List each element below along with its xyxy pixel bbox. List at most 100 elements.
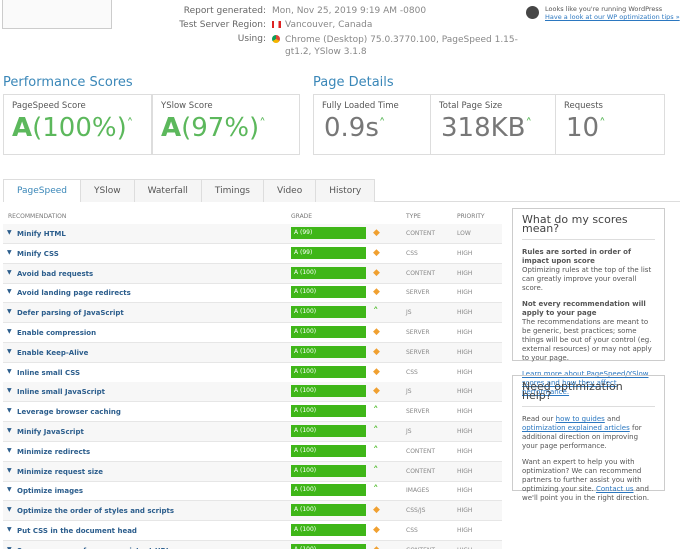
- text: Read our: [522, 415, 554, 423]
- table-row[interactable]: ▼ Inline small CSS A (100) ◆ CSS HIGH: [3, 363, 502, 383]
- score-box: PageSpeed Score A(100%)˄: [3, 94, 152, 155]
- trend-icon: ˄: [373, 443, 379, 457]
- column-header: GRADE: [291, 213, 313, 220]
- text: The recommendations are meant to be gene…: [522, 318, 652, 362]
- tab[interactable]: Video: [263, 179, 317, 202]
- box-title: What do my scores mean?: [522, 214, 655, 240]
- type: JS: [406, 388, 412, 396]
- tab[interactable]: Timings: [200, 179, 264, 202]
- table-row[interactable]: ▼ Inline small JavaScript A (100) ◆ JS HIGH: [3, 382, 502, 403]
- priority: HIGH: [457, 547, 472, 549]
- tab[interactable]: PageSpeed: [3, 179, 82, 202]
- expand-arrow: ▼: [7, 367, 12, 375]
- recommendation: Minimize redirects: [17, 447, 91, 456]
- table-row[interactable]: ▼ Serve resources from a consistent URL A …: [3, 540, 502, 549]
- value: 0.9s: [324, 113, 379, 143]
- detail-value: 0.9s˄: [322, 113, 422, 143]
- table-row[interactable]: ▼ Minimize redirects A (100) ˄ CONTENT HIGH: [3, 442, 502, 462]
- recommendation: Minify JavaScript: [17, 428, 84, 436]
- link[interactable]: Contact us: [595, 485, 634, 493]
- priority: HIGH: [457, 447, 473, 455]
- column-header: RECOMMENDATION: [8, 213, 67, 220]
- grade-bar: A (100): [291, 425, 366, 437]
- value: Chrome (Desktop) 75.0.3770.100, PageSpee…: [285, 35, 518, 57]
- trend-icon: ˄: [373, 424, 379, 437]
- recommendation: Enable compression: [17, 329, 97, 337]
- expand-arrow: ▼: [7, 506, 12, 514]
- value: 318KB: [441, 113, 526, 143]
- expand-arrow: ▼: [7, 347, 12, 355]
- grade-bar: A (100): [291, 484, 366, 497]
- table-row[interactable]: ▼ Avoid landing page redirects A (100) ◆ SER…: [3, 283, 502, 304]
- expand-arrow: ▼: [7, 526, 12, 533]
- label: Test Server Region:: [179, 20, 266, 30]
- type: CSS: [406, 249, 418, 257]
- table-row[interactable]: ▼ Put CSS in the document head A (100) ◆ CSS…: [3, 521, 502, 541]
- recommendation: Leverage browser caching: [17, 408, 121, 417]
- tab[interactable]: YSlow: [80, 179, 135, 202]
- table-row[interactable]: ▼ Optimize the order of styles and script…: [3, 501, 502, 522]
- table-row[interactable]: ▼ Minify HTML A (99) ◆ CONTENT LOW: [3, 224, 502, 244]
- trend-icon: ◆: [373, 247, 380, 258]
- priority: HIGH: [457, 507, 473, 515]
- text: and: [607, 415, 621, 423]
- score-label: YSlow Score: [161, 101, 213, 111]
- expand-arrow: ▼: [7, 446, 12, 454]
- recommendation: Minify CSS: [17, 249, 59, 258]
- table-row[interactable]: ▼ Avoid bad requests A (100) ◆ CONTENT HIGH: [3, 263, 502, 284]
- table-row[interactable]: ▼ Minify JavaScript A (100) ˄ JS HIGH: [3, 422, 502, 442]
- value: Vancouver, Canada: [285, 20, 373, 30]
- text: and we'll point you in the right directi…: [522, 485, 650, 502]
- table-row[interactable]: ▼ Enable Keep-Alive A (100) ◆ SERVER HIGH: [3, 342, 502, 363]
- priority: HIGH: [457, 487, 473, 495]
- expand-arrow: ▼: [7, 407, 12, 415]
- priority: HIGH: [457, 348, 473, 356]
- expand-arrow: ▼: [7, 466, 12, 474]
- column-header: TYPE: [406, 213, 421, 220]
- text: Not every recommendation will apply to y…: [522, 300, 646, 317]
- wp-link[interactable]: Have a look at our WP optimization tips …: [545, 13, 680, 21]
- recommendation: Avoid landing page redirects: [17, 289, 131, 298]
- score-box: YSlow Score A(97%)˄: [152, 94, 300, 155]
- table-row[interactable]: ▼ Enable compression A (100) ◆ SERVER HIGH: [3, 323, 502, 343]
- trend-icon: ◆: [373, 386, 380, 397]
- trend-icon: ◆: [373, 287, 380, 298]
- score-value: A(97%)˄: [161, 113, 291, 143]
- flag: [272, 21, 281, 28]
- grade-bar: A (100): [291, 543, 366, 549]
- priority: HIGH: [457, 249, 473, 257]
- tab-bar: PageSpeed YSlow Waterfall Timings Video Histo…: [3, 178, 680, 202]
- trend-icon: ˄: [373, 483, 379, 497]
- expand-arrow: ▼: [7, 328, 12, 335]
- link[interactable]: Learn more about PageSpeed/YSlow scores …: [522, 370, 649, 396]
- link[interactable]: how to guides: [555, 415, 605, 423]
- grade-bar: A (100): [291, 266, 366, 279]
- detail-label: Total Page Size: [439, 101, 503, 111]
- priority: HIGH: [457, 527, 473, 534]
- trend-icon: ˄: [373, 305, 379, 319]
- recommendation: Minify HTML: [17, 230, 66, 238]
- detail-label: Fully Loaded Time: [322, 101, 399, 111]
- expand-arrow: ▼: [7, 268, 12, 276]
- grade-bar: A (100): [291, 326, 366, 338]
- table-row[interactable]: ▼ Optimize images A (100) ˄ IMAGES HIGH: [3, 481, 502, 502]
- table-row[interactable]: ▼ Defer parsing of JavaScript A (100) ˄ JS HI…: [3, 303, 502, 324]
- link[interactable]: optimization explained articles: [522, 424, 630, 432]
- trend-icon: ◆: [373, 545, 380, 549]
- recommendation: Inline small JavaScript: [17, 388, 105, 397]
- table-body: ▼ Minify HTML A (99) ◆ CONTENT LOW ▼ Minify CSS…: [0, 224, 505, 549]
- tab[interactable]: Waterfall: [133, 179, 202, 202]
- trend-icon: ˄: [599, 117, 606, 132]
- priority: HIGH: [457, 309, 473, 317]
- table-row[interactable]: ▼ Leverage browser caching A (100) ˄ SERVER H…: [3, 402, 502, 423]
- table-row[interactable]: ▼ Minimize request size A (100) ˄ CONTENT HIG…: [3, 461, 502, 482]
- grade-bar: A (100): [291, 286, 366, 299]
- type: CSS: [406, 368, 418, 376]
- grade-bar: A (100): [291, 306, 366, 319]
- table-row[interactable]: ▼ Minify CSS A (99) ◆ CSS HIGH: [3, 244, 502, 264]
- recommendation: Optimize the order of styles and scripts: [17, 507, 175, 516]
- label: Report generated:: [183, 6, 266, 16]
- trend-icon: ◆: [373, 228, 380, 238]
- tab[interactable]: History: [315, 179, 376, 202]
- grade-bar: A (100): [291, 504, 366, 517]
